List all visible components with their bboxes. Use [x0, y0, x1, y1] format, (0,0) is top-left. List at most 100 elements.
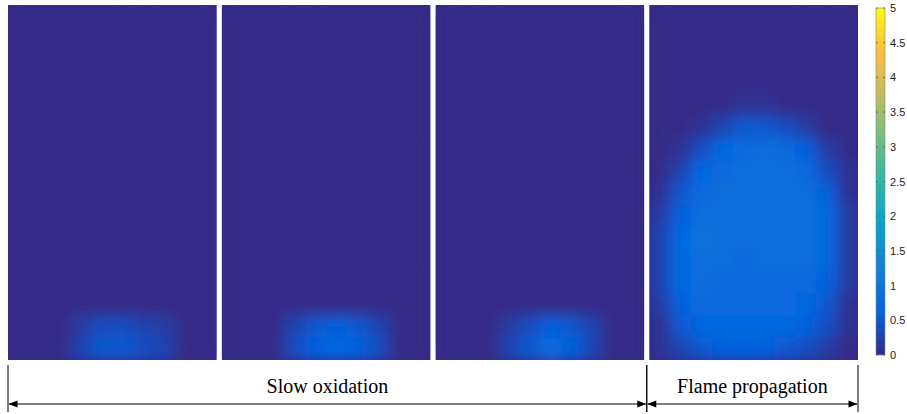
cell — [8, 5, 29, 28]
cell — [368, 338, 389, 360]
cell — [519, 183, 540, 206]
cell — [175, 5, 196, 28]
cell — [284, 183, 305, 206]
cell — [540, 116, 561, 139]
cell — [29, 5, 50, 28]
colorbar-tick-label: 4.5 — [890, 37, 905, 49]
cell — [92, 5, 113, 28]
cell — [264, 293, 285, 316]
cell — [754, 249, 775, 272]
cell — [112, 316, 133, 339]
cell — [305, 5, 326, 28]
cell — [8, 138, 29, 161]
cell — [133, 183, 154, 206]
colorbar-tick-label: 1.5 — [890, 245, 905, 257]
cell — [133, 249, 154, 272]
cell — [326, 183, 347, 206]
cell — [347, 316, 368, 339]
cell — [540, 72, 561, 95]
cell — [175, 183, 196, 206]
cell — [284, 138, 305, 161]
colorbar-tick — [876, 146, 878, 147]
cell — [175, 227, 196, 250]
cell — [603, 293, 624, 316]
cell — [436, 338, 457, 360]
cell — [154, 116, 175, 139]
cell — [603, 94, 624, 117]
cell — [133, 49, 154, 72]
cell — [154, 160, 175, 183]
cell — [498, 27, 519, 50]
cell — [816, 249, 837, 272]
cell — [561, 138, 582, 161]
cell — [305, 160, 326, 183]
cell — [133, 116, 154, 139]
cell — [795, 316, 816, 339]
cell — [305, 72, 326, 95]
cell — [519, 5, 540, 28]
cell — [456, 316, 477, 339]
cell — [92, 205, 113, 228]
cell — [112, 227, 133, 250]
cell — [498, 183, 519, 206]
cell — [326, 338, 347, 360]
cell — [498, 316, 519, 339]
cell — [691, 293, 712, 316]
cell — [775, 27, 796, 50]
cell — [368, 249, 389, 272]
cell — [243, 227, 264, 250]
cell — [326, 227, 347, 250]
cell — [284, 227, 305, 250]
cell — [389, 27, 410, 50]
cell — [691, 271, 712, 294]
cell — [477, 94, 498, 117]
cell — [50, 49, 71, 72]
cell — [436, 316, 457, 339]
cell — [436, 138, 457, 161]
cell — [368, 271, 389, 294]
cell — [816, 183, 837, 206]
cell — [691, 183, 712, 206]
cell — [264, 5, 285, 28]
cell — [712, 293, 733, 316]
cell — [670, 316, 691, 339]
cell — [775, 49, 796, 72]
cell — [222, 227, 243, 250]
cell — [133, 138, 154, 161]
cell — [649, 138, 670, 161]
colorbar-tick — [883, 250, 885, 251]
cell — [29, 160, 50, 183]
cell — [795, 205, 816, 228]
cell — [222, 249, 243, 272]
cell — [795, 94, 816, 117]
cell — [837, 72, 858, 95]
cell — [582, 27, 603, 50]
cell — [477, 338, 498, 360]
cell — [691, 249, 712, 272]
cell — [92, 94, 113, 117]
cell — [816, 49, 837, 72]
cell — [623, 49, 644, 72]
cell — [582, 160, 603, 183]
cell — [71, 249, 92, 272]
cell — [519, 338, 540, 360]
cell — [816, 316, 837, 339]
cell — [477, 293, 498, 316]
panel-background — [222, 5, 431, 360]
cell — [243, 271, 264, 294]
cell — [436, 116, 457, 139]
cell — [498, 116, 519, 139]
cell — [649, 116, 670, 139]
cell — [436, 27, 457, 50]
cell — [477, 49, 498, 72]
cell — [196, 293, 217, 316]
cell — [733, 293, 754, 316]
cell — [368, 227, 389, 250]
cell — [623, 205, 644, 228]
cell — [436, 94, 457, 117]
cell — [347, 116, 368, 139]
cell — [29, 94, 50, 117]
cell — [775, 227, 796, 250]
cell — [92, 116, 113, 139]
cell — [133, 227, 154, 250]
